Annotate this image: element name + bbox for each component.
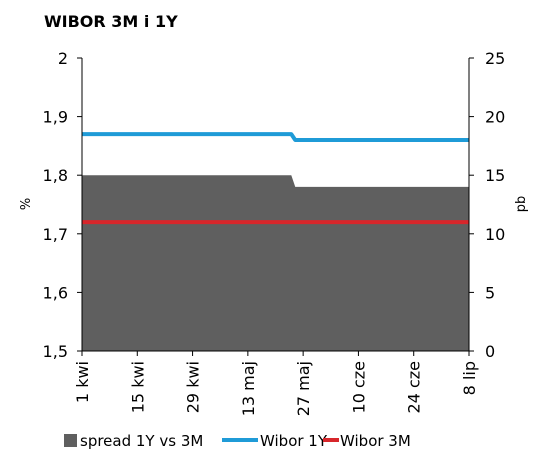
- legend-item: Wibor 1Y: [222, 432, 328, 450]
- x-tick-label: 24 cze: [405, 361, 424, 413]
- y-tick-label: 1,9: [43, 108, 68, 127]
- y2-tick-label: 0: [485, 342, 495, 361]
- y-tick-label: 1,5: [43, 342, 68, 361]
- x-tick-label: 8 lip: [460, 361, 479, 395]
- legend-item: Wibor 3M: [323, 432, 411, 450]
- legend: spread 1Y vs 3M Wibor 1Y Wibor 3M: [64, 432, 411, 450]
- x-tick-label: 10 cze: [349, 361, 368, 413]
- y2-tick-label: 10: [485, 225, 505, 244]
- y-tick-label: 1,6: [43, 283, 68, 302]
- legend-label: spread 1Y vs 3M: [80, 432, 203, 450]
- legend-label: Wibor 3M: [340, 432, 411, 450]
- area-layer: [82, 175, 469, 351]
- line-layer: [82, 132, 469, 225]
- y-tick-label: 2: [58, 49, 68, 68]
- x-tick-label: 27 maj: [294, 361, 313, 416]
- legend-swatch: [64, 434, 77, 447]
- legend-item: spread 1Y vs 3M: [64, 432, 203, 450]
- y2-tick-label: 20: [485, 108, 505, 127]
- series-area-spread: [82, 175, 469, 351]
- y2-tick-label: 15: [485, 166, 505, 185]
- x-tick-label: 13 maj: [239, 361, 258, 416]
- x-tick-label: 15 kwi: [128, 361, 147, 413]
- y-axis-title: %: [19, 198, 34, 210]
- y-tick-label: 1,8: [43, 166, 68, 185]
- x-tick-label: 1 kwi: [73, 361, 92, 403]
- y-tick-label: 1,7: [43, 225, 68, 244]
- y2-tick-label: 25: [485, 49, 505, 68]
- chart-title: WIBOR 3M i 1Y: [44, 12, 178, 31]
- legend-label: Wibor 1Y: [260, 432, 328, 450]
- series-line-wibor-1y: [82, 132, 469, 143]
- x-tick-label: 29 kwi: [184, 361, 203, 413]
- y2-axis-title: pb: [514, 196, 529, 213]
- y2-tick-label: 5: [485, 283, 495, 302]
